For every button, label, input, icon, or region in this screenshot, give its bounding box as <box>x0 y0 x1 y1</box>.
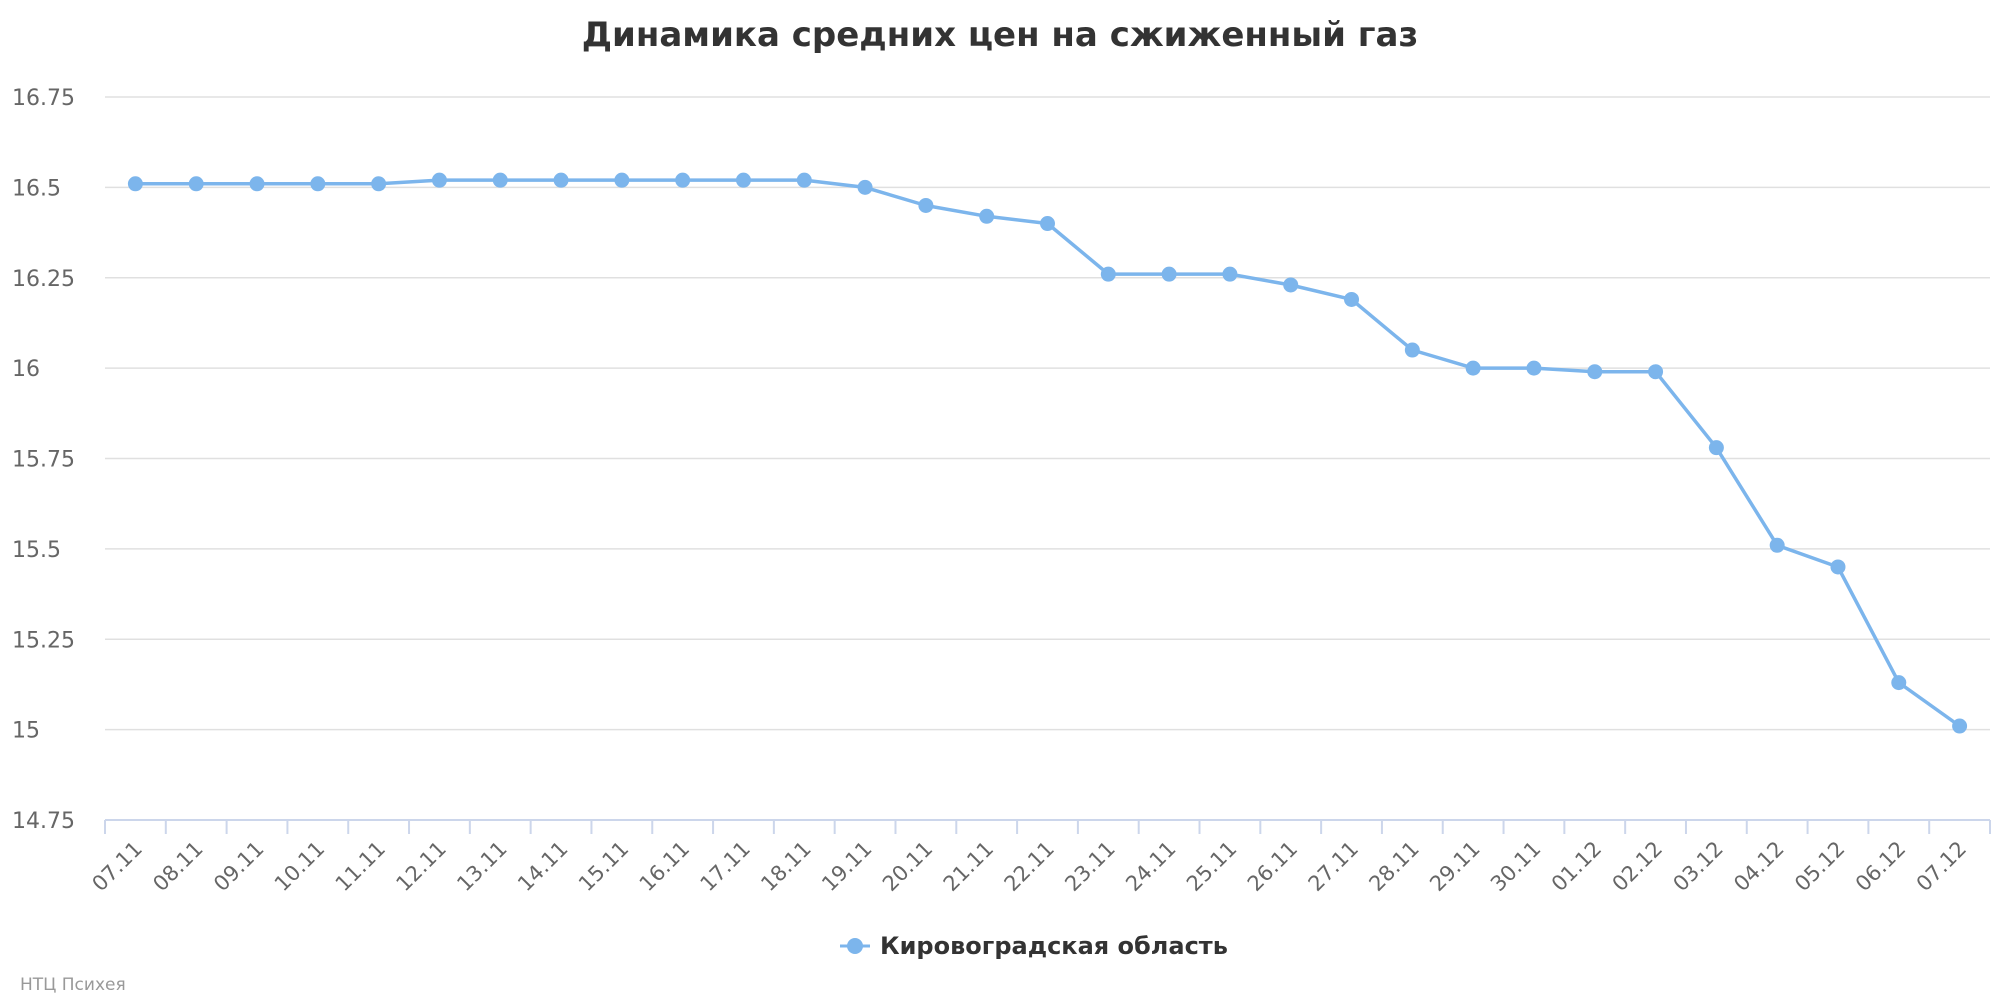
data-point[interactable] <box>371 176 387 192</box>
legend-marker <box>847 938 863 954</box>
x-tick-label: 24.11 <box>1121 837 1180 896</box>
x-tick-label: 02.12 <box>1608 837 1667 896</box>
data-point[interactable] <box>188 176 204 192</box>
grid-lines <box>105 96 1990 731</box>
x-tick-label: 20.11 <box>878 837 937 896</box>
data-point[interactable] <box>857 179 873 195</box>
x-tick-label: 01.12 <box>1547 837 1606 896</box>
x-tick-label: 07.12 <box>1912 837 1971 896</box>
data-point[interactable] <box>1891 675 1907 691</box>
data-point[interactable] <box>675 172 691 188</box>
data-point[interactable] <box>1100 266 1116 282</box>
y-tick-label: 16 <box>12 357 40 382</box>
data-point[interactable] <box>796 172 812 188</box>
data-point[interactable] <box>492 172 508 188</box>
legend-label: Кировоградская область <box>880 932 1228 960</box>
data-point[interactable] <box>1830 559 1846 575</box>
x-tick-label: 05.12 <box>1790 837 1849 896</box>
data-point[interactable] <box>1769 537 1785 553</box>
x-tick-label: 15.11 <box>574 837 633 896</box>
x-tick-label: 28.11 <box>1364 837 1423 896</box>
data-point[interactable] <box>1040 216 1055 232</box>
data-point[interactable] <box>614 172 630 188</box>
data-point[interactable] <box>1708 440 1724 456</box>
y-tick-label: 16.75 <box>12 86 75 111</box>
x-tick-label: 23.11 <box>1060 837 1119 896</box>
x-tick-label: 08.11 <box>148 837 207 896</box>
y-tick-label: 16.25 <box>12 267 75 292</box>
data-point[interactable] <box>431 172 447 188</box>
x-tick-label: 10.11 <box>270 837 329 896</box>
x-tick-label: 13.11 <box>452 837 511 896</box>
y-tick-label: 15.5 <box>12 538 61 563</box>
data-point[interactable] <box>1648 364 1664 380</box>
y-tick-label: 14.75 <box>12 809 75 834</box>
x-tick-label: 09.11 <box>209 837 268 896</box>
x-tick-label: 29.11 <box>1425 837 1484 896</box>
x-tick-label: 16.11 <box>635 837 694 896</box>
x-axis: 07.11 08.11 09.11 10.11 11.11 12.11 13.11 14.11… <box>87 819 1991 896</box>
y-tick-label: 16.5 <box>12 176 61 201</box>
x-tick-label: 06.12 <box>1851 837 1910 896</box>
x-tick-label: 03.12 <box>1668 837 1727 896</box>
data-point[interactable] <box>1526 360 1542 376</box>
data-point[interactable] <box>979 208 995 224</box>
x-tick-label: 18.11 <box>756 837 815 896</box>
data-point[interactable] <box>918 197 934 213</box>
x-tick-label: 27.11 <box>1304 837 1363 896</box>
series <box>127 172 1968 734</box>
data-point[interactable] <box>1587 364 1603 380</box>
series-line <box>135 178 1961 728</box>
data-point[interactable] <box>1222 266 1238 282</box>
x-tick-label: 25.11 <box>1182 837 1241 896</box>
x-tick-label: 19.11 <box>817 837 876 896</box>
data-point[interactable] <box>1404 342 1420 358</box>
legend[interactable]: Кировоградская область <box>840 932 1228 960</box>
x-tick-label: 30.11 <box>1486 837 1545 896</box>
y-axis-labels: 14.75 15 15.25 15.5 15.75 16 16.25 16.5 16.75 <box>12 86 75 834</box>
data-point[interactable] <box>310 176 326 192</box>
x-tick-label: 17.11 <box>696 837 755 896</box>
credit-text[interactable]: НТЦ Психея <box>20 975 126 995</box>
x-tick-label: 26.11 <box>1243 837 1302 896</box>
data-point[interactable] <box>1952 718 1968 734</box>
x-tick-label: 12.11 <box>391 837 450 896</box>
data-point[interactable] <box>553 172 569 188</box>
data-point[interactable] <box>735 172 751 188</box>
y-tick-label: 15.25 <box>12 628 75 653</box>
y-tick-label: 15.75 <box>12 448 75 473</box>
x-tick-label: 11.11 <box>331 837 390 896</box>
data-point[interactable] <box>1161 266 1177 282</box>
data-point[interactable] <box>1465 360 1481 376</box>
x-tick-label: 04.12 <box>1729 837 1788 896</box>
x-tick-label: 22.11 <box>1000 837 1059 896</box>
chart-title: Динамика средних цен на сжиженный газ <box>582 15 1419 55</box>
data-point[interactable] <box>249 176 265 192</box>
data-point[interactable] <box>1283 277 1299 293</box>
data-point[interactable] <box>1344 291 1360 307</box>
data-point[interactable] <box>127 176 143 192</box>
y-tick-label: 15 <box>12 719 40 744</box>
x-tick-label: 07.11 <box>87 837 146 896</box>
x-tick-label: 14.11 <box>513 837 572 896</box>
x-tick-label: 21.11 <box>939 837 998 896</box>
